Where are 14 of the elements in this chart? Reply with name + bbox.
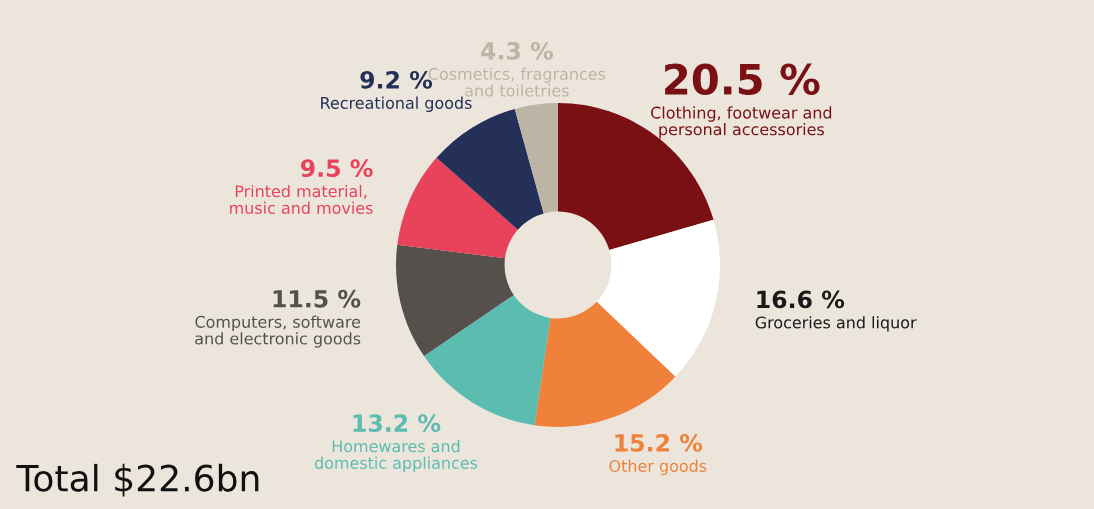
data-label: 9.5 % [300,159,373,178]
data-label: 20.5 % [665,63,820,95]
slice-label: Other goods [609,459,707,476]
slice-label: Homewares and domestic appliances [314,439,478,473]
data-label: 13.2 % [353,414,441,433]
data-label: 15.2 % [615,433,703,452]
slice-label: Recreational goods [321,96,472,113]
data-label: 16.6 % [757,290,845,309]
slice-label: Printed material, music and movies [230,184,373,214]
data-label: 11.5 % [273,289,361,308]
slice-label: Clothing, footwear and personal accessories [651,106,832,139]
slice-label: Computers, software and electronic goods [195,315,361,348]
text: Total $22.6bn [16,463,259,497]
slice-label: Groceries and liquor [755,316,917,332]
